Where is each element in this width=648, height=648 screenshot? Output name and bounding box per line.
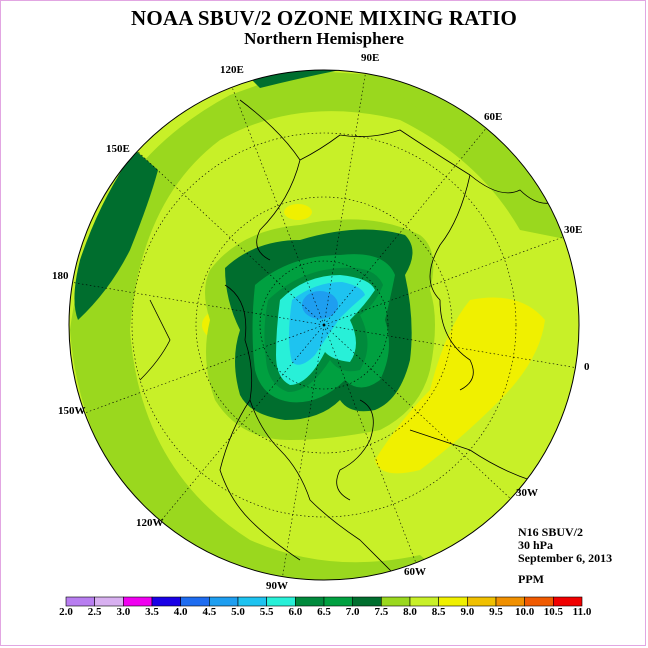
colorbar-tick-label: 7.5 — [374, 606, 389, 618]
lon-label-150e: 150E — [106, 143, 130, 155]
colorbar-tick-label: 6.0 — [288, 606, 303, 618]
colorbar-swatch — [94, 596, 124, 607]
colorbar-swatch — [237, 596, 267, 607]
lon-label-90e: 90E — [361, 52, 379, 64]
colorbar-swatch — [151, 596, 181, 607]
colorbar-swatch — [266, 596, 296, 607]
colorbar-tick-label: 5.5 — [259, 606, 274, 618]
contour-8-5-east — [375, 297, 545, 474]
colorbar-swatch — [381, 596, 411, 607]
colorbar-tick-label: 2.0 — [59, 606, 73, 618]
date-label: September 6, 2013 — [518, 551, 613, 565]
ozone-field — [69, 70, 579, 580]
colorbar-swatch — [438, 596, 468, 607]
colorbar-swatch — [495, 596, 525, 607]
colorbar-tick-label: 7.0 — [345, 606, 360, 618]
colorbar-tick-label: 5.0 — [231, 606, 245, 618]
colorbar-tick-label: 4.5 — [202, 606, 217, 618]
colorbar-tick-label: 8.5 — [431, 606, 446, 618]
colorbar-tick-label: 11.0 — [572, 606, 592, 618]
lon-label-180: 180 — [52, 270, 69, 282]
map-border — [68, 69, 580, 581]
colorbar-tick-label: 10.0 — [515, 606, 535, 618]
colorbar — [65, 596, 583, 607]
contour-4-5 — [302, 291, 338, 319]
coastlines — [139, 99, 561, 580]
colorbar-tick-label: 10.5 — [543, 606, 563, 618]
colorbar-tick-label: 9.0 — [460, 606, 475, 618]
units-label: PPM — [518, 572, 544, 586]
lon-label-60w: 60W — [404, 566, 426, 578]
lon-label-120w: 120W — [136, 517, 164, 529]
colorbar-swatch — [123, 596, 153, 607]
contour-8-5-north — [284, 204, 312, 220]
lon-label-0: 0 — [584, 361, 590, 373]
colorbar-tick-label: 3.5 — [145, 606, 159, 618]
colorbar-swatch — [180, 596, 210, 607]
colorbar-tick-label: 9.5 — [489, 606, 503, 618]
colorbar-swatch — [553, 596, 583, 607]
pressure-level-label: 30 hPa — [518, 538, 554, 552]
map-subtitle: Northern Hemisphere — [244, 29, 404, 48]
lon-label-60e: 60E — [484, 111, 502, 123]
satellite-label: N16 SBUV/2 — [518, 525, 584, 539]
lon-label-30w: 30W — [516, 487, 538, 499]
colorbar-swatch — [467, 596, 497, 607]
colorbar-tick-label: 2.5 — [87, 606, 102, 618]
lon-label-150w: 150W — [58, 405, 86, 417]
colorbar-tick-label: 4.0 — [173, 606, 188, 618]
colorbar-tick-label: 3.0 — [116, 606, 131, 618]
colorbar-tick-label: 8.0 — [403, 606, 417, 618]
contour-7-0-rim — [74, 150, 158, 320]
colorbar-swatch — [65, 596, 95, 607]
map-title: NOAA SBUV/2 OZONE MIXING RATIO — [131, 6, 517, 30]
colorbar-swatch — [295, 596, 325, 607]
colorbar-swatch — [524, 596, 554, 607]
colorbar-swatch — [352, 596, 382, 607]
info-block: N16 SBUV/2 30 hPa September 6, 2013 — [518, 526, 612, 565]
lon-label-120e: 120E — [220, 64, 244, 76]
lon-label-90w: 90W — [266, 580, 288, 592]
colorbar-swatch — [209, 596, 239, 607]
contour-7-5-ne — [400, 80, 575, 235]
lon-label-30e: 30E — [564, 224, 582, 236]
colorbar-swatch — [409, 596, 439, 607]
graticule — [69, 70, 579, 580]
colorbar-swatch — [323, 596, 353, 607]
colorbar-tick-label: 6.5 — [317, 606, 331, 618]
